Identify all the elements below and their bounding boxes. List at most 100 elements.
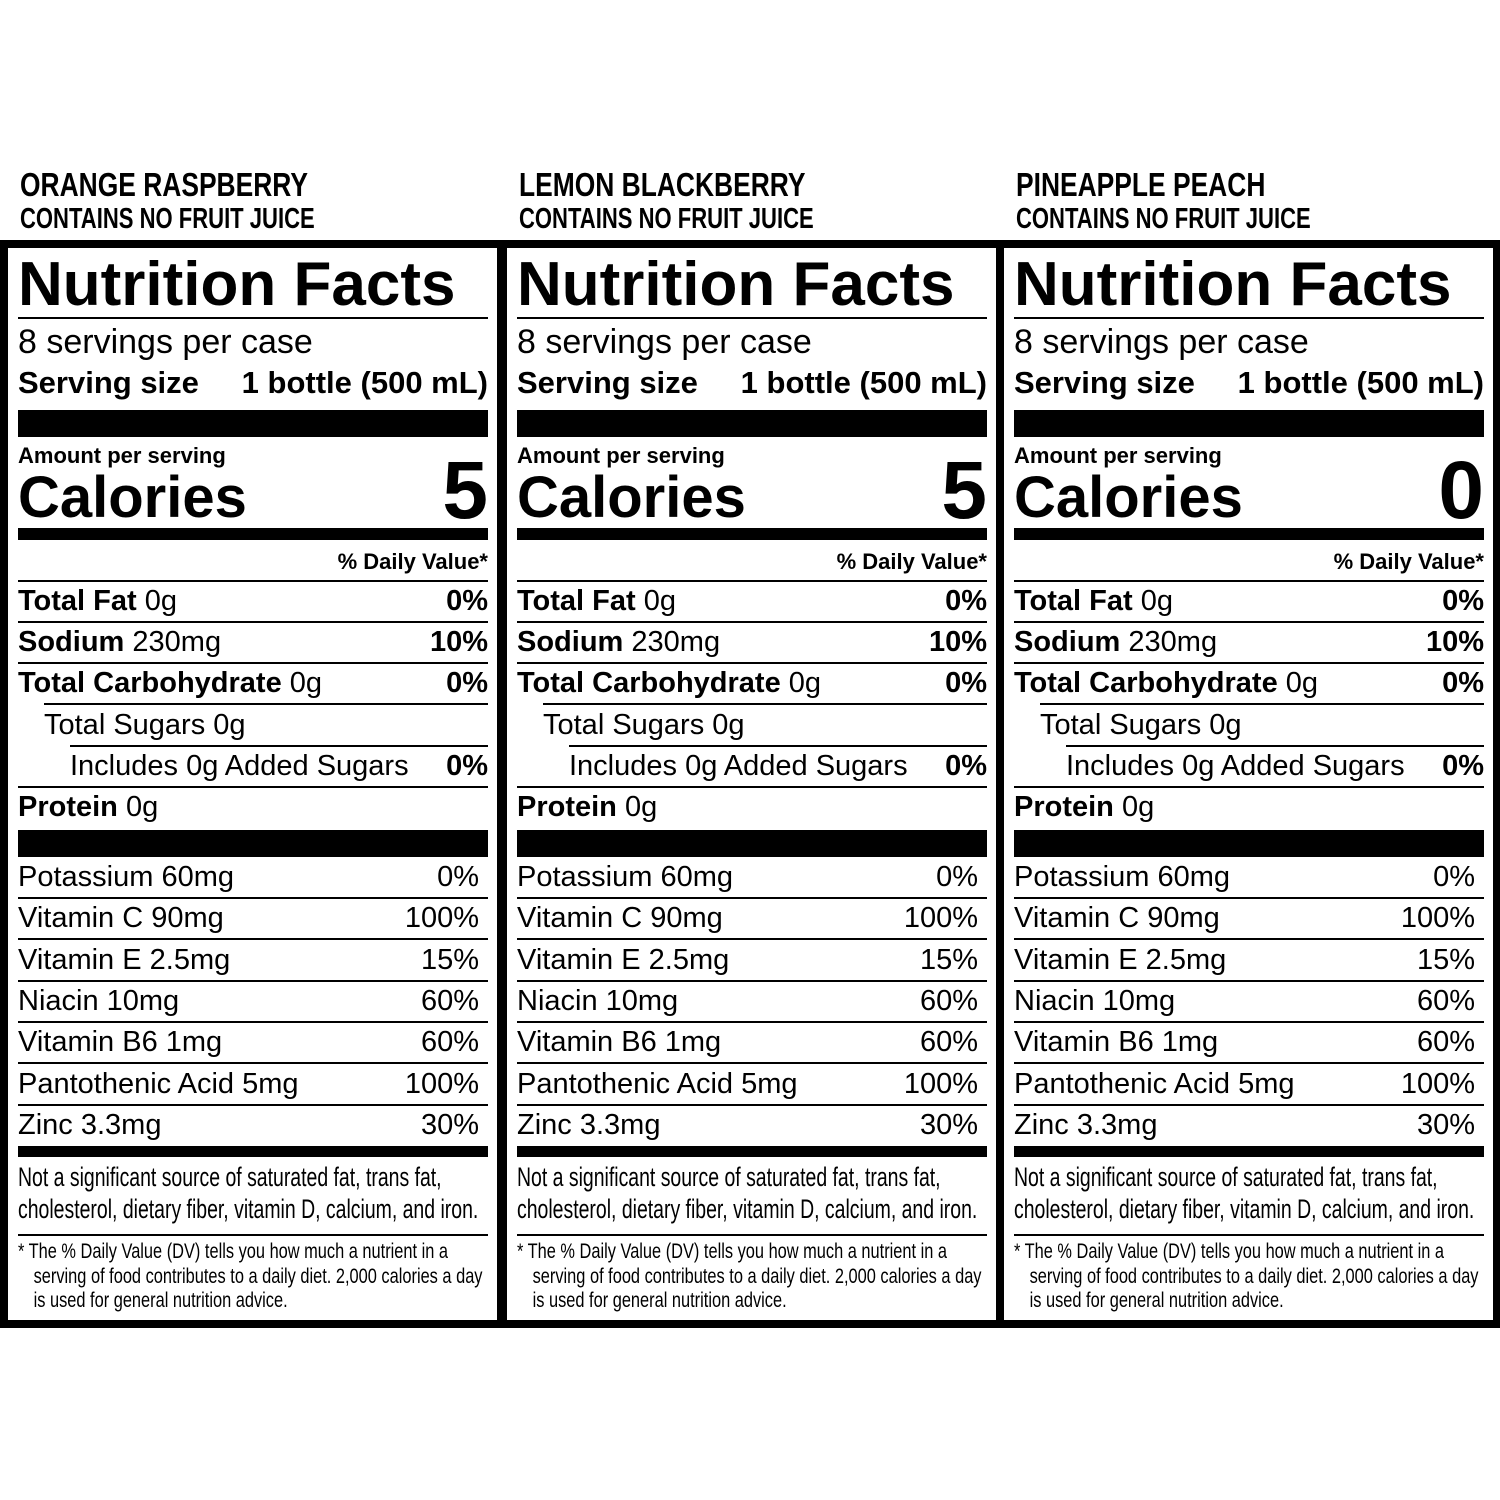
- nutrient-name: Protein: [18, 791, 118, 823]
- thick-rule: [1014, 830, 1484, 857]
- daily-value-header: % Daily Value*: [836, 549, 987, 574]
- rule: [1014, 580, 1484, 582]
- nutrient-amount: 230mg: [132, 626, 222, 659]
- nutrient-name: Total Fat: [1014, 585, 1133, 617]
- rule: [1014, 621, 1484, 623]
- rule: [1040, 703, 1484, 706]
- rule: [1014, 979, 1484, 982]
- calories-value: 5: [941, 445, 987, 536]
- rule: [1014, 897, 1484, 899]
- nutrient-amount: 0g: [788, 667, 822, 700]
- rule: [1014, 317, 1484, 319]
- serving-size-label: Serving size: [1014, 365, 1195, 400]
- serving-size-value: 1 bottle (500 mL): [740, 365, 987, 400]
- nutrient-amount: 0g: [624, 791, 658, 823]
- nutrient-row: Total Carbohydrate 0g: [517, 666, 821, 700]
- vitamin-name: Vitamin B6 1mg: [1014, 1026, 1219, 1059]
- amount-per-serving: Amount per serving: [18, 443, 226, 468]
- nutrient-daily-value: 0%: [945, 585, 987, 617]
- rule: [1066, 744, 1484, 747]
- rule: [1014, 662, 1484, 665]
- nutrient-row: Protein 0g: [517, 790, 657, 824]
- nutrient-row: Protein 0g: [1014, 790, 1154, 824]
- juice-note: CONTAINS NO FRUIT JUICE: [20, 203, 315, 235]
- nutrient-note: Not a significant source of saturated fa…: [1014, 1162, 1475, 1224]
- rule: [517, 1062, 987, 1065]
- medium-rule: [517, 1146, 987, 1157]
- nutrient-row: Total Carbohydrate 0g: [1014, 666, 1318, 700]
- panel-title: Nutrition Facts: [1014, 250, 1452, 319]
- vitamin-name: Niacin 10mg: [517, 984, 679, 1017]
- vitamin-name: Vitamin C 90mg: [517, 902, 723, 935]
- vitamin-daily-value: 15%: [919, 943, 978, 976]
- vitamin-daily-value: 60%: [1416, 984, 1475, 1017]
- nutrient-row: Total Sugars 0g: [44, 708, 246, 742]
- calories-label: Calories: [517, 465, 746, 530]
- nutrient-amount: 230mg: [631, 626, 721, 659]
- nutrient-row: Total Fat 0g: [1014, 584, 1173, 618]
- nutrient-row: Protein 0g: [18, 790, 158, 824]
- vitamin-daily-value: 100%: [404, 902, 479, 935]
- vitamin-name: Potassium 60mg: [517, 861, 733, 893]
- calories-value: 0: [1438, 445, 1484, 536]
- daily-value-header: % Daily Value*: [337, 549, 488, 574]
- rule: [18, 785, 488, 788]
- nutrient-daily-value: 0%: [1442, 585, 1484, 617]
- nutrient-name: Total Carbohydrate: [1014, 667, 1278, 700]
- rule: [517, 1103, 987, 1106]
- thick-rule: [517, 830, 987, 857]
- thick-rule: [18, 830, 488, 857]
- rule: [18, 1020, 488, 1023]
- rule: [569, 744, 987, 747]
- rule: [517, 938, 987, 941]
- nutrient-row: Includes 0g Added Sugars: [70, 749, 409, 783]
- flavor-name: PINEAPPLE PEACH: [1016, 166, 1266, 203]
- vitamin-name: Pantothenic Acid 5mg: [517, 1067, 798, 1100]
- nutrient-daily-value: 10%: [429, 626, 488, 659]
- panel-title: Nutrition Facts: [18, 250, 456, 319]
- vitamin-daily-value: 100%: [903, 902, 978, 935]
- vitamin-daily-value: 15%: [420, 943, 479, 976]
- vitamin-daily-value: 100%: [903, 1067, 978, 1100]
- nutrient-daily-value: 0%: [945, 749, 987, 782]
- nutrient-daily-value: 10%: [1425, 626, 1484, 659]
- thick-rule: [18, 410, 488, 437]
- nutrient-row: Includes 0g Added Sugars: [1066, 749, 1405, 783]
- vitamin-name: Vitamin E 2.5mg: [517, 943, 730, 976]
- vitamin-name: Vitamin B6 1mg: [18, 1026, 223, 1059]
- nutrient-name: Total Carbohydrate: [18, 667, 282, 700]
- rule: [18, 897, 488, 899]
- daily-value-footnote: * The % Daily Value (DV) tells you how m…: [517, 1240, 982, 1312]
- nutrient-daily-value: 0%: [446, 585, 488, 617]
- rule: [44, 703, 488, 706]
- medium-rule: [18, 528, 488, 540]
- serving-size-label: Serving size: [517, 365, 698, 400]
- nutrient-name: Sodium: [1014, 626, 1121, 659]
- nutrient-row: Sodium 230mg: [1014, 625, 1217, 659]
- vitamin-daily-value: 60%: [420, 984, 479, 1017]
- vitamin-name: Zinc 3.3mg: [1014, 1108, 1158, 1141]
- nutrient-amount: 0g: [289, 667, 323, 700]
- nutrition-panel: Nutrition Facts 8 servings per case Servin…: [8, 248, 497, 1320]
- serving-size-value: 1 bottle (500 mL): [1237, 365, 1484, 400]
- nutrition-panel: Nutrition Facts 8 servings per case Servin…: [507, 248, 996, 1320]
- nutrient-name: Includes 0g Added Sugars: [70, 749, 409, 782]
- vitamin-daily-value: 0%: [437, 861, 479, 893]
- nutrient-name: Total Carbohydrate: [517, 667, 781, 700]
- nutrient-name: Total Sugars 0g: [44, 708, 246, 741]
- vitamin-name: Vitamin E 2.5mg: [1014, 943, 1227, 976]
- calories-label: Calories: [18, 465, 247, 530]
- rule: [1014, 1103, 1484, 1106]
- vitamin-daily-value: 30%: [919, 1108, 978, 1141]
- rule: [517, 1020, 987, 1023]
- nutrient-amount: 0g: [643, 585, 677, 617]
- nutrient-name: Protein: [517, 791, 617, 823]
- flavor-name: LEMON BLACKBERRY: [519, 166, 806, 203]
- juice-note: CONTAINS NO FRUIT JUICE: [519, 203, 814, 235]
- vitamin-daily-value: 100%: [1400, 902, 1475, 935]
- amount-per-serving: Amount per serving: [517, 443, 725, 468]
- medium-rule: [18, 1146, 488, 1157]
- vitamin-name: Pantothenic Acid 5mg: [18, 1067, 299, 1100]
- nutrient-daily-value: 0%: [945, 667, 987, 700]
